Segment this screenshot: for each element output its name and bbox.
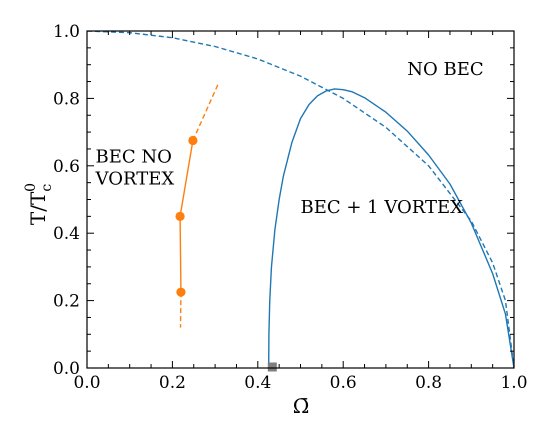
tick-layer: 0.0 0.2 0.4 0.6 0.8 1.0 0.0 0.2 0.4 0.6 0.8 1.0	[53, 22, 528, 393]
x-tick-label: 0.0	[73, 373, 100, 393]
y-tick-label: 0.4	[53, 224, 80, 244]
x-tick-label: 0.4	[244, 373, 271, 393]
series-vortex-boundary	[267, 88, 514, 368]
series-bec-transition-dashed	[87, 31, 514, 368]
y-tick-label: 0.6	[53, 157, 80, 177]
x-tick-label: 0.8	[415, 373, 442, 393]
svg-text:T/Tc0: T/Tc0	[23, 183, 55, 225]
square-marker	[267, 362, 277, 372]
y-tick-label: 0.0	[53, 359, 80, 379]
marker-layer	[175, 135, 277, 372]
annotation-layer: NO BEC BEC NO VORTEX BEC + 1 VORTEX	[95, 59, 484, 218]
data-point-1	[176, 287, 186, 297]
y-tick-label: 0.2	[53, 292, 80, 312]
data-point-3	[188, 135, 198, 146]
y-tick-label: 0.8	[53, 89, 80, 109]
x-tick-label: 0.2	[159, 373, 186, 393]
series-no-vortex-ext-high	[192, 82, 220, 141]
y-axis-title-main: T/T	[26, 191, 50, 225]
x-tick-label: 1.0	[500, 373, 527, 393]
y-axis-title-sub: c	[39, 184, 55, 192]
region-label-bec-one-vortex: BEC + 1 VORTEX	[301, 197, 464, 218]
y-tick-label: 1.0	[53, 22, 80, 42]
y-axis-title-sup: 0	[23, 183, 39, 192]
data-point-2	[175, 211, 185, 221]
region-label-no-bec: NO BEC	[407, 59, 483, 80]
x-axis-title: Ω̄	[293, 394, 310, 418]
region-label-bec-no-vortex: BEC NO VORTEX	[95, 146, 175, 189]
x-tick-label: 0.6	[330, 373, 357, 393]
y-axis-title: T/Tc0	[23, 183, 55, 225]
